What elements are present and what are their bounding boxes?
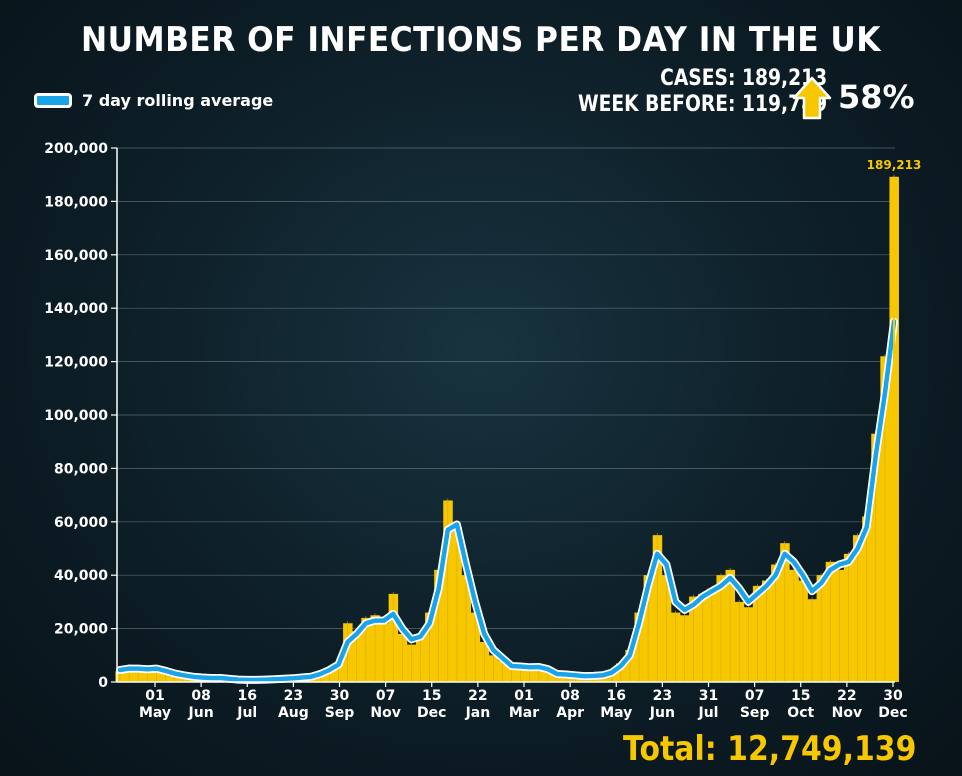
y-tick-label: 120,000 [44, 355, 108, 371]
x-tick-month: Aug [278, 705, 309, 721]
x-tick-month: Jun [188, 705, 214, 721]
x-tick-day: 08 [560, 688, 579, 704]
x-tick-day: 30 [330, 688, 350, 704]
x-tick-month: Dec [417, 705, 446, 721]
y-tick-label: 180,000 [44, 194, 108, 210]
y-tick-label: 80,000 [54, 461, 108, 477]
x-tick-day: 22 [837, 688, 856, 704]
y-tick-label: 60,000 [54, 515, 108, 531]
x-tick-month: Mar [509, 705, 539, 721]
legend-label: 7 day rolling average [82, 91, 274, 110]
x-tick-day: 23 [653, 688, 672, 704]
x-tick-month: Dec [878, 705, 907, 721]
x-tick-day: 31 [699, 688, 718, 704]
x-tick-month: May [139, 705, 171, 721]
x-tick-day: 16 [238, 688, 257, 704]
y-tick-label: 20,000 [54, 622, 108, 638]
cases-stat: CASES: 189,213 [659, 66, 827, 91]
x-tick-day: 01 [145, 688, 164, 704]
x-tick-day: 08 [191, 688, 210, 704]
y-tick-label: 100,000 [44, 408, 108, 424]
x-tick-month: Sep [325, 705, 355, 721]
x-tick-day: 15 [791, 688, 810, 704]
x-tick-day: 23 [284, 688, 303, 704]
total-count: Total: 12,749,139 [622, 729, 916, 769]
chart-title: NUMBER OF INFECTIONS PER DAY IN THE UK [80, 20, 881, 60]
x-tick-month: Jun [649, 705, 675, 721]
x-tick-day: 22 [468, 688, 487, 704]
x-tick-month: May [600, 705, 632, 721]
x-tick-month: Nov [832, 705, 862, 721]
y-tick-label: 200,000 [44, 141, 108, 157]
x-tick-month: Sep [740, 705, 770, 721]
x-tick-day: 01 [514, 688, 533, 704]
rolling-average-line [117, 319, 897, 683]
x-tick-month: Nov [370, 705, 400, 721]
stats-block: CASES: 189,213 WEEK BEFORE: 119,789 [578, 66, 827, 118]
peak-label: 189,213 [867, 158, 922, 172]
legend-swatch [34, 93, 72, 108]
x-tick-month: Apr [556, 705, 584, 721]
week-before-stat: WEEK BEFORE: 119,789 [577, 92, 827, 117]
y-tick-label: 140,000 [44, 301, 108, 317]
x-tick-day: 30 [883, 688, 903, 704]
x-tick-month: Jan [465, 705, 491, 721]
legend: 7 day rolling average [34, 91, 273, 110]
x-tick-day: 07 [745, 688, 764, 704]
x-tick-month: Oct [787, 705, 814, 721]
y-tick-label: 160,000 [44, 248, 108, 264]
x-tick-day: 15 [422, 688, 441, 704]
x-tick-month: Jul [698, 705, 719, 721]
x-tick-month: Jul [236, 705, 257, 721]
x-tick-day: 07 [376, 688, 395, 704]
x-tick-day: 16 [607, 688, 626, 704]
y-tick-label: 0 [98, 675, 108, 691]
up-arrow-icon [792, 76, 832, 120]
y-tick-label: 40,000 [54, 568, 108, 584]
change-percent: 58% [838, 78, 915, 116]
